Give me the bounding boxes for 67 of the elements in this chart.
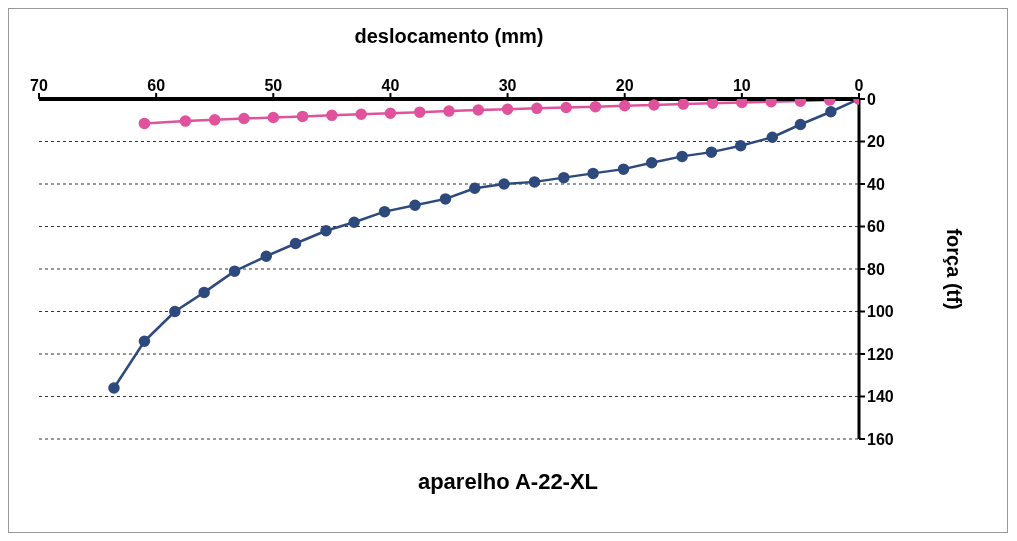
point: [472, 104, 485, 116]
point: [208, 114, 221, 126]
point: [138, 117, 151, 130]
x-tick-label: 0: [854, 77, 864, 94]
point: [648, 99, 660, 111]
point: [169, 305, 181, 318]
x-tick-label: 40: [381, 77, 400, 94]
point: [289, 237, 302, 250]
point: [348, 216, 360, 228]
y-tick-label: 120: [867, 345, 894, 363]
y-axis-title: força (tf): [942, 228, 965, 310]
point: [409, 199, 421, 211]
point: [560, 101, 572, 114]
point: [677, 99, 690, 110]
point: [645, 157, 658, 169]
x-tick-label: 20: [615, 77, 634, 94]
point: [384, 107, 397, 119]
point: [825, 106, 837, 118]
text: aparelho A-22-XL: [416, 468, 600, 495]
point: [734, 140, 747, 152]
point: [501, 103, 514, 115]
point: [267, 111, 280, 124]
y-tick-label: 160: [867, 430, 894, 448]
y-tick-label: 40: [867, 175, 885, 193]
point: [469, 182, 481, 194]
x-axis-title: deslocamento (mm): [354, 25, 544, 48]
point: [794, 118, 807, 131]
point: [238, 112, 250, 125]
point: [736, 99, 748, 109]
point: [198, 286, 210, 299]
point: [618, 100, 631, 112]
point: [138, 335, 151, 347]
point: [443, 105, 455, 117]
y-tick-label: 60: [867, 218, 885, 236]
point: [439, 193, 452, 205]
point: [498, 178, 510, 190]
point: [587, 167, 599, 180]
point: [558, 171, 570, 184]
point: [528, 176, 541, 188]
point: [355, 108, 367, 121]
x-tick-label: 70: [30, 77, 48, 94]
point: [260, 250, 273, 262]
point: [228, 265, 241, 277]
x-tick-label: 10: [732, 77, 751, 94]
point: [326, 109, 338, 122]
point: [589, 100, 602, 113]
point: [617, 163, 630, 175]
point: [706, 99, 719, 109]
point: [320, 225, 332, 237]
y-tick-label: 0: [867, 90, 876, 108]
y-tick-label: 80: [867, 260, 885, 278]
y-tick-label: 100: [867, 303, 894, 321]
point: [705, 146, 718, 158]
x-tick-label: 50: [264, 77, 283, 94]
point: [413, 106, 426, 118]
x-tick-label: 60: [147, 77, 166, 94]
y-tick-label: 140: [867, 388, 894, 406]
x-tick-label: 30: [498, 77, 517, 94]
point: [378, 205, 391, 218]
point: [676, 150, 688, 163]
point: [766, 131, 779, 143]
point: [179, 115, 192, 127]
point: [108, 382, 120, 394]
point: [765, 99, 777, 108]
y-tick-label: 20: [867, 133, 885, 151]
point: [531, 102, 543, 115]
point: [296, 110, 309, 123]
